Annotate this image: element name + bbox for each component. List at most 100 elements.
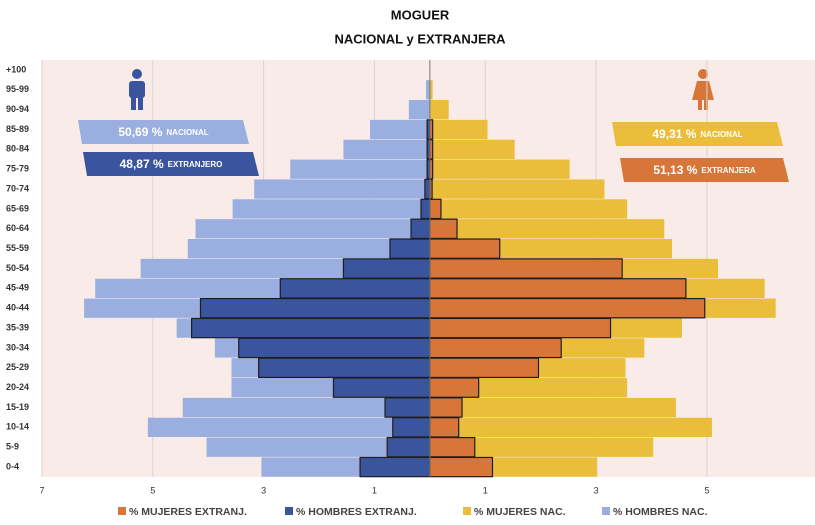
- annotation-value: 49,31 %: [652, 127, 696, 141]
- bar: [429, 456, 494, 478]
- annotation-banner: [78, 120, 249, 144]
- bar: [187, 239, 430, 259]
- legend-swatch: [463, 507, 471, 515]
- bar: [370, 119, 430, 140]
- bar: [191, 317, 431, 339]
- x-tick-label: 1: [372, 485, 377, 495]
- legend-label: % HOMBRES EXTRANJ.: [296, 506, 417, 518]
- annotation-text: 49,31 % NACIONAL: [652, 127, 742, 141]
- bar: [332, 377, 431, 398]
- legend-label: % MUJERES NAC.: [474, 506, 566, 518]
- bar: [429, 80, 433, 100]
- y-tick-label: +100: [6, 64, 26, 74]
- legend-swatch: [118, 507, 126, 515]
- annotation-text: 48,87 % EXTRANJERO: [120, 157, 223, 171]
- bar: [206, 437, 430, 457]
- bar: [429, 278, 687, 299]
- y-tick-label: 25-29: [6, 362, 29, 372]
- bar: [408, 100, 430, 120]
- y-tick-label: 0-4: [6, 461, 19, 471]
- bar: [429, 357, 540, 379]
- bar: [429, 139, 515, 159]
- y-tick-label: 5-9: [6, 442, 19, 452]
- y-tick-label: 50-54: [6, 263, 29, 273]
- bar: [420, 198, 431, 220]
- y-tick-label: 30-34: [6, 342, 29, 352]
- bar: [429, 100, 449, 120]
- bar: [389, 238, 431, 259]
- y-tick-label: 45-49: [6, 283, 29, 293]
- bar: [232, 199, 430, 219]
- y-tick-label: 35-39: [6, 322, 29, 332]
- bar: [429, 199, 628, 219]
- bars: [84, 60, 776, 478]
- bar: [429, 218, 458, 240]
- bar: [429, 179, 605, 199]
- x-tick-label: 7: [39, 485, 44, 495]
- bar: [429, 198, 442, 220]
- bar: [359, 456, 431, 478]
- bar: [384, 397, 431, 418]
- bar: [429, 258, 623, 279]
- bar: [424, 178, 431, 200]
- bar: [429, 159, 570, 179]
- woman-icon: [692, 69, 714, 110]
- bar: [429, 377, 480, 398]
- bar: [258, 357, 431, 379]
- x-tick-label: 1: [483, 485, 488, 495]
- annotation-value: 50,69 %: [118, 125, 162, 139]
- bar: [147, 417, 430, 437]
- annotation-label: NACIONAL: [166, 128, 208, 137]
- bar: [429, 417, 460, 438]
- x-tick-label: 3: [594, 485, 599, 495]
- y-tick-label: 60-64: [6, 223, 29, 233]
- y-tick-label: 15-19: [6, 402, 29, 412]
- x-tick-label: 3: [261, 485, 266, 495]
- chart-title: MOGUER: [391, 7, 450, 22]
- chart-subtitle: NACIONAL y EXTRANJERA: [335, 31, 507, 46]
- bar: [429, 317, 612, 339]
- bar: [429, 297, 706, 319]
- bar: [343, 139, 430, 159]
- bar: [182, 397, 430, 418]
- annotation-value: 51,13 %: [653, 163, 697, 177]
- bar: [429, 417, 712, 437]
- bar: [429, 397, 676, 418]
- y-tick-label: 90-94: [6, 104, 29, 114]
- y-tick-label: 75-79: [6, 164, 29, 174]
- bar: [392, 417, 431, 438]
- annotation-label: EXTRANJERO: [168, 160, 223, 169]
- legend-swatch: [285, 507, 293, 515]
- legend-label: % HOMBRES NAC.: [613, 506, 708, 518]
- labels: 7 5 3 1 1 3 5 +100 95-99 90-94 85-89 80-84 75-79 70-7…: [6, 64, 789, 518]
- bar: [429, 219, 665, 239]
- bar: [410, 218, 431, 240]
- annotation-banner: [612, 122, 783, 146]
- bar: [429, 397, 463, 418]
- bar: [429, 437, 654, 457]
- man-icon: [129, 69, 145, 110]
- bar: [429, 119, 488, 140]
- annotation-value: 48,87 %: [120, 157, 164, 171]
- y-tick-label: 80-84: [6, 144, 29, 154]
- annotation-banner: [83, 152, 259, 176]
- bar: [199, 297, 431, 319]
- y-tick-label: 40-44: [6, 303, 29, 313]
- bar: [342, 258, 431, 279]
- x-tick-label: 5: [150, 485, 155, 495]
- bar: [429, 238, 501, 259]
- annotation-banner: [620, 158, 789, 182]
- x-tick-label: 5: [704, 485, 709, 495]
- bar: [195, 219, 430, 239]
- y-tick-label: 65-69: [6, 203, 29, 213]
- bar: [429, 337, 562, 359]
- annotation-label: EXTRANJERA: [701, 166, 755, 175]
- y-tick-label: 95-99: [6, 84, 29, 94]
- bar: [254, 179, 430, 199]
- annotation-text: 50,69 % NACIONAL: [118, 125, 208, 139]
- annotation-text: 51,13 % EXTRANJERA: [653, 163, 756, 177]
- y-tick-label: 20-24: [6, 382, 29, 392]
- y-tick-label: 55-59: [6, 243, 29, 253]
- legend-label: % MUJERES EXTRANJ.: [129, 506, 247, 518]
